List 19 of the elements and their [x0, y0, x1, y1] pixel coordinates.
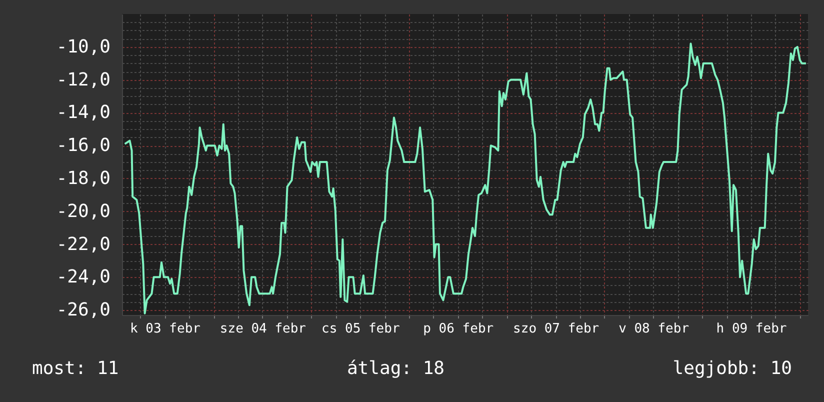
- y-tick-label: -26,0: [56, 300, 110, 321]
- x-tick-label: szo 07 febr: [513, 322, 600, 336]
- text: átlag: 18: [346, 358, 445, 379]
- x-tick-label: cs 05 febr: [322, 322, 400, 336]
- text: most: 11: [32, 358, 119, 379]
- y-tick-label: -22,0: [56, 234, 110, 255]
- x-tick-label: p 06 febr: [423, 322, 494, 336]
- x-tick-label: k 03 febr: [130, 322, 201, 336]
- text: legjobb: 10: [672, 358, 792, 379]
- y-tick-label: -12,0: [56, 69, 110, 90]
- x-tick-label: v 08 febr: [618, 322, 690, 336]
- y-tick-label: -24,0: [56, 266, 110, 288]
- y-tick-label: -10,0: [56, 36, 110, 58]
- y-tick-label: -18,0: [56, 168, 110, 189]
- y-tick-label: -16,0: [56, 135, 110, 156]
- x-tick-label: h 09 febr: [716, 322, 787, 336]
- x-tick-label: sze 04 febr: [220, 322, 306, 336]
- y-tick-label: -14,0: [56, 102, 110, 124]
- y-tick-label: -20,0: [56, 200, 110, 222]
